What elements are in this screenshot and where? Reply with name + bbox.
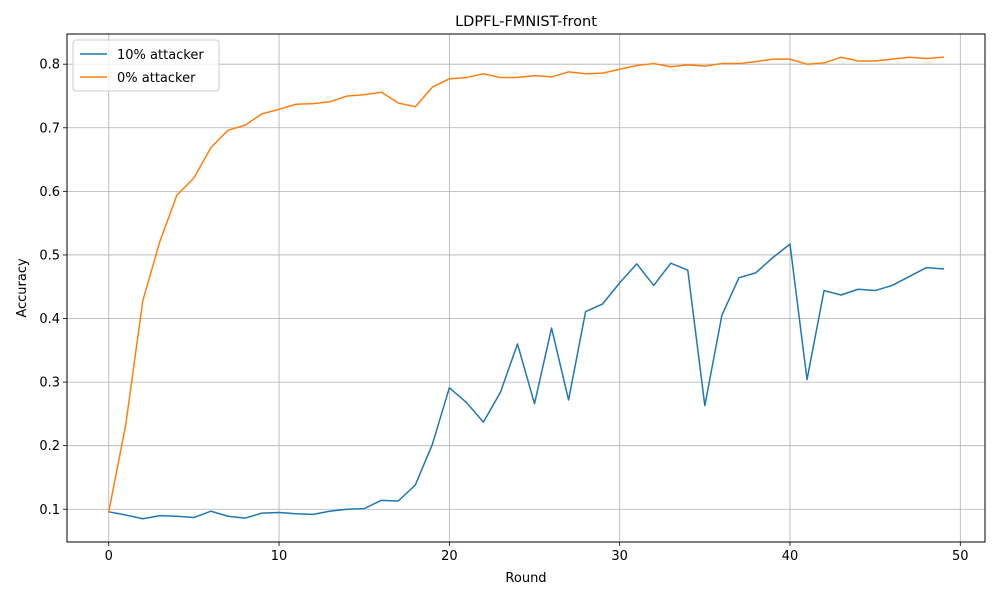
x-tick-label: 50 [952, 549, 969, 564]
y-tick-label: 0.7 [39, 121, 60, 136]
y-tick-label: 0.3 [39, 376, 60, 391]
y-tick-label: 0.6 [39, 185, 60, 200]
y-tick-label: 0.8 [39, 58, 60, 73]
y-tick-label: 0.4 [39, 312, 60, 327]
plot-frame [66, 33, 986, 543]
y-tick-label: 0.5 [39, 248, 60, 263]
x-tick-label: 30 [611, 549, 628, 564]
x-axis-label: Round [505, 571, 546, 586]
x-tick-label: 0 [105, 549, 113, 564]
series-group [107, 56, 945, 520]
chart-title: LDPFL-FMNIST-front [455, 14, 597, 30]
y-tick-label: 0.2 [39, 439, 60, 454]
grid [67, 34, 985, 542]
y-axis-ticks: 0.1 0.2 0.3 0.4 0.5 0.6 0.7 0.8 [39, 58, 67, 518]
series-line-10pct-attacker [107, 243, 945, 520]
x-axis-ticks: 0 10 20 30 40 50 [105, 542, 969, 564]
legend: 10% attacker 0% attacker [72, 39, 220, 92]
x-tick-label: 20 [441, 549, 458, 564]
y-tick-label: 0.1 [39, 503, 60, 518]
legend-box [72, 39, 220, 92]
x-tick-label: 10 [271, 549, 288, 564]
y-axis-label: Accuracy [15, 258, 30, 318]
series-line-0pct-attacker [107, 56, 945, 513]
legend-label-10pct: 10% attacker [117, 48, 204, 63]
x-tick-label: 40 [782, 549, 799, 564]
legend-label-0pct: 0% attacker [117, 71, 196, 86]
